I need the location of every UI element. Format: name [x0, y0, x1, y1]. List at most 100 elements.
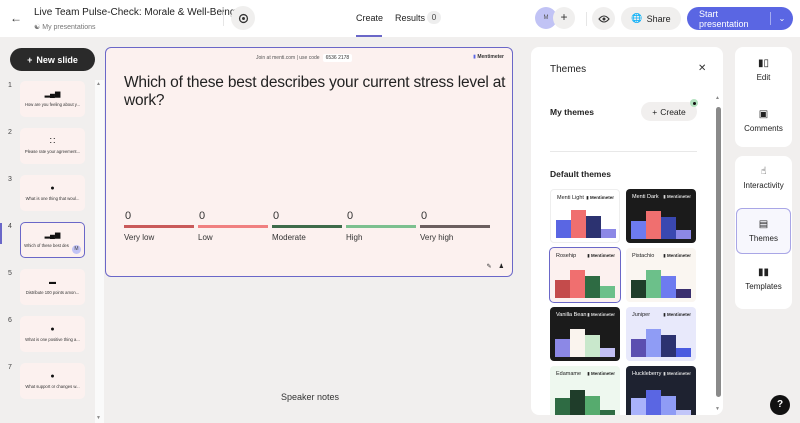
mentimeter-logo: ▮ Mentimeter — [663, 371, 691, 376]
slide-thumbnail-text: What is one thing that woul... — [25, 196, 80, 201]
slide-thumbnail[interactable]: ● What support or changes w... — [20, 363, 85, 399]
slide-thumbnail-text: What is one positive thing a... — [25, 337, 80, 342]
tool-label: Comments — [744, 124, 783, 133]
bar-chart-icon: ▂▄▆ — [44, 91, 61, 98]
option-bar — [420, 225, 490, 228]
slide-thumbnail[interactable]: ▂▄▆ How are you feeling about y... — [20, 81, 85, 117]
mentimeter-logo: ▮ Mentimeter — [586, 195, 614, 200]
theme-name: Rosehip — [556, 253, 577, 259]
scroll-down-icon[interactable]: ▼ — [715, 406, 720, 412]
theme-preview-bars — [631, 211, 691, 239]
themes-scrollbar[interactable]: ▲ ▼ — [714, 95, 723, 415]
edit-panel-icon: ▮▯ — [757, 58, 769, 69]
theme-name: Vanilla Bean — [556, 312, 587, 318]
globe-icon: 🌐 — [631, 13, 643, 23]
scrollbar-thumb[interactable] — [716, 107, 721, 397]
theme-name: Edamame — [556, 371, 582, 377]
tool-interactivity[interactable]: ☝ Interactivity — [735, 166, 792, 191]
scale-option: 0 High — [346, 210, 416, 242]
slide-thumbnail[interactable]: ⛚ Please rate your agreement... — [20, 128, 85, 164]
slide-thumbnail[interactable]: ● What is one positive thing a... — [20, 316, 85, 352]
share-button[interactable]: 🌐 Share — [621, 7, 681, 30]
divider — [770, 12, 771, 25]
mentimeter-logo: ▮ Mentimeter — [587, 253, 615, 258]
shield-icon: ⛚ — [49, 138, 55, 145]
tool-edit[interactable]: ▮▯ Edit — [735, 58, 792, 83]
theme-name: Huckleberry — [632, 371, 662, 377]
tap-icon: ☝ — [760, 166, 767, 177]
theme-card-pistachio[interactable]: Pistachio ▮ Mentimeter — [626, 248, 696, 302]
add-collaborator-button[interactable]: + — [553, 7, 575, 29]
tool-themes[interactable]: ▤ Themes — [736, 208, 791, 254]
slide-number: 1 — [8, 82, 12, 89]
scroll-down-icon[interactable]: ▼ — [96, 415, 101, 421]
breadcrumb[interactable]: ☯ My presentations — [34, 23, 96, 31]
chevron-down-icon[interactable]: ⌄ — [778, 14, 786, 23]
new-slide-button[interactable]: + New slide — [10, 48, 95, 71]
mentimeter-logo: ▮ Mentimeter — [587, 371, 615, 376]
tab-results[interactable]: Results — [395, 13, 426, 23]
tool-comments[interactable]: ▣ Comments — [735, 110, 792, 134]
avatar[interactable]: M — [535, 7, 557, 29]
speech-bubble-icon: ● — [50, 373, 55, 380]
mentimeter-logo-icon: ▮ — [473, 54, 476, 60]
tool-templates[interactable]: ▮▮ Templates — [735, 268, 792, 292]
settings-button[interactable] — [231, 6, 255, 30]
theme-card-vanilla-bean[interactable]: Vanilla Bean ▮ Mentimeter — [550, 307, 620, 361]
slide-thumbnail[interactable]: ▬ Distribute 100 points amon... — [20, 269, 85, 305]
scroll-up-icon[interactable]: ▲ — [96, 81, 101, 87]
close-icon[interactable]: ✕ — [698, 63, 707, 74]
theme-card-huckleberry[interactable]: Huckleberry ▮ Mentimeter — [626, 366, 696, 415]
theme-name: Juniper — [632, 312, 651, 318]
scroll-up-icon[interactable]: ▲ — [715, 95, 720, 101]
start-presentation-label[interactable]: Start presentation — [699, 8, 749, 29]
option-label: Very low — [124, 232, 155, 242]
slide-number: 2 — [8, 129, 12, 136]
theme-card-menti-dark[interactable]: Menti Dark ▮ Mentimeter — [626, 189, 696, 243]
preview-button[interactable] — [592, 7, 615, 30]
option-label: Very high — [420, 232, 454, 242]
notification-dot — [690, 99, 698, 107]
divider — [223, 12, 224, 26]
slide-number: 6 — [8, 317, 12, 324]
mentimeter-logo: ▮ Mentimeter — [663, 312, 691, 317]
create-theme-button[interactable]: + Create — [641, 102, 697, 121]
slide-thumbnail-text: What support or changes w... — [25, 384, 80, 389]
theme-name: Menti Light — [557, 195, 584, 201]
theme-preview-bars — [631, 270, 691, 298]
plus-icon: + — [652, 106, 658, 117]
theme-card-rosehip[interactable]: Rosehip ▮ Mentimeter — [549, 247, 621, 303]
join-text: Join at menti.com | use code — [256, 55, 320, 61]
divider — [550, 151, 697, 152]
slide-number: 4 — [8, 223, 12, 230]
slide-rail-scrollbar[interactable]: ▲ ▼ — [95, 80, 104, 423]
arrow-left-icon[interactable]: ← — [10, 11, 22, 25]
theme-card-juniper[interactable]: Juniper ▮ Mentimeter — [626, 307, 696, 361]
tool-group-content: ▮▯ Edit ▣ Comments — [735, 47, 792, 147]
theme-card-menti-light[interactable]: Menti Light ▮ Mentimeter — [550, 189, 620, 243]
option-bar — [346, 225, 416, 228]
scale-option: 0 Low — [198, 210, 268, 242]
slide-thumbnail-text: How are you feeling about y... — [24, 102, 81, 107]
join-instructions: Join at menti.com | use code 6536 2178 — [256, 54, 353, 62]
option-label: High — [346, 232, 363, 242]
slide-canvas[interactable]: Join at menti.com | use code 6536 2178 ▮… — [105, 47, 513, 277]
plus-icon: + — [27, 54, 33, 65]
help-button[interactable]: ? — [770, 395, 790, 415]
theme-card-edamame[interactable]: Edamame ▮ Mentimeter — [550, 366, 620, 415]
option-count: 0 — [421, 210, 428, 222]
slide-thumbnail[interactable]: ● What is one thing that woul... — [20, 175, 85, 211]
tab-create[interactable]: Create — [356, 13, 384, 23]
speaker-notes[interactable]: Speaker notes — [281, 392, 340, 402]
default-themes-heading: Default themes — [550, 169, 611, 179]
presentation-title[interactable]: Live Team Pulse-Check: Morale & Well-Bei… — [34, 7, 236, 18]
speech-bubble-icon: ● — [50, 326, 55, 333]
theme-preview-bars — [555, 270, 615, 298]
start-presentation-button[interactable]: Start presentation ⌄ — [687, 7, 793, 30]
slide-question[interactable]: Which of these best describes your curre… — [124, 74, 506, 109]
theme-preview-bars — [555, 329, 615, 357]
tool-label: Templates — [745, 282, 782, 291]
slide-number: 7 — [8, 364, 12, 371]
reactions-icon: ✎ — [486, 264, 492, 270]
slide-thumbnail-active[interactable]: ▂▄▆ Which of these best des M — [20, 222, 85, 258]
